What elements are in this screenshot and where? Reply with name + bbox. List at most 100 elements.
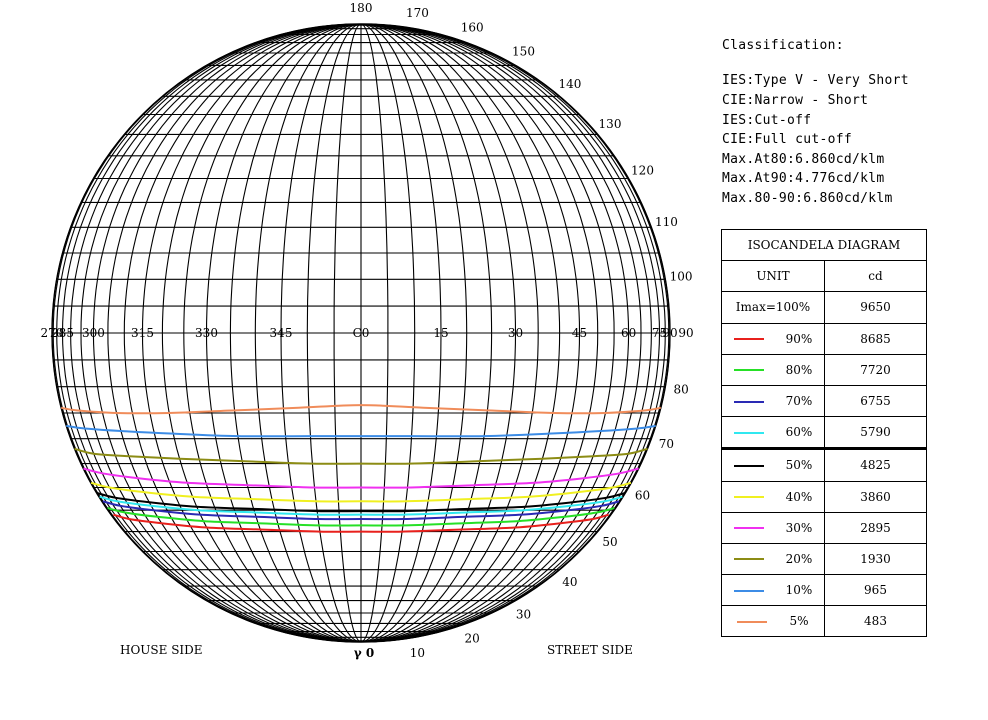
- legend-value: 5790: [824, 416, 927, 450]
- legend-swatch: [733, 464, 764, 467]
- legend-row: 60% 5790: [721, 416, 927, 450]
- gamma-tick-label: 140: [558, 77, 581, 91]
- legend-label: 70%: [785, 394, 813, 409]
- gamma-tick-label: 120: [631, 164, 654, 178]
- legend-title: ISOCANDELA DIAGRAM: [721, 228, 927, 262]
- street-side-label: STREET SIDE: [547, 643, 633, 657]
- isoline-80pct: [107, 507, 615, 527]
- polar-grid: [51, 23, 671, 643]
- classification-line: CIE:Narrow - Short: [722, 93, 869, 108]
- gamma-tick-label: 60: [635, 489, 650, 503]
- legend-label: 5%: [789, 614, 809, 629]
- classification-title: Classification:: [722, 38, 844, 53]
- isoline-30pct: [83, 467, 639, 489]
- legend-label: 80%: [785, 362, 813, 377]
- gamma-tick-label: 10: [410, 646, 425, 660]
- gamma-tick-label: 70: [659, 437, 674, 451]
- legend-title-row: ISOCANDELA DIAGRAM: [721, 228, 927, 262]
- isoline-60pct: [99, 495, 623, 516]
- sphere-outline: [51, 23, 671, 643]
- gamma-tick-label: 180: [350, 1, 373, 15]
- legend-row: 10% 965: [721, 574, 927, 607]
- legend-value: 1930: [824, 542, 927, 576]
- legend-swatch: [733, 558, 764, 561]
- classification-line: Max.80-90:6.860cd/klm: [722, 191, 893, 206]
- isoline-10pct: [66, 424, 656, 438]
- legend-value: 2895: [824, 511, 927, 544]
- house-side-label: HOUSE SIDE: [120, 643, 203, 657]
- isoline-20pct: [74, 447, 648, 465]
- gamma-tick-label: 50: [602, 535, 617, 549]
- c-tick-label: C0: [353, 326, 370, 340]
- gamma-tick-label: 20: [465, 631, 480, 645]
- classification-line: IES:Type V - Very Short: [722, 73, 909, 88]
- legend-row: 40% 3860: [721, 480, 927, 513]
- legend-row: 70% 6755: [721, 384, 927, 418]
- legend-value: 965: [824, 574, 927, 607]
- legend-label: 30%: [785, 520, 813, 535]
- legend-row: 20% 1930: [721, 542, 927, 576]
- legend-row: 30% 2895: [721, 511, 927, 544]
- unit-label: UNIT: [721, 260, 825, 293]
- c-tick-label: 300: [82, 326, 105, 340]
- legend-value: 3860: [824, 480, 927, 513]
- gamma-zero-label: γ 0: [354, 646, 374, 660]
- isocandela-legend: ISOCANDELA DIAGRAM UNIT cd Imax=100% 965…: [721, 228, 927, 638]
- legend-swatch: [733, 589, 764, 592]
- isoline-5pct: [61, 404, 661, 415]
- c-tick-label: 30: [508, 326, 523, 340]
- c-tick-label: 285: [51, 326, 74, 340]
- imax-value: 9650: [824, 291, 927, 324]
- legend-label: 50%: [785, 458, 813, 473]
- gamma-tick-label: 90: [678, 326, 693, 340]
- classification-line: CIE:Full cut-off: [722, 132, 853, 147]
- isoline-90pct: [113, 513, 609, 533]
- classification-line: Max.At90:4.776cd/klm: [722, 171, 885, 186]
- classification-line: IES:Cut-off: [722, 113, 812, 128]
- gamma-tick-label: 150: [512, 45, 535, 59]
- c-tick-label: 345: [270, 326, 293, 340]
- gamma-tick-label: 110: [655, 215, 678, 229]
- gamma-tick-label: 30: [516, 608, 531, 622]
- gamma-tick-label: 80: [673, 382, 688, 396]
- legend-swatch: [737, 620, 768, 623]
- c-tick-label: 315: [131, 326, 154, 340]
- c-tick-label: 45: [572, 326, 587, 340]
- isoline-50pct: [97, 492, 625, 513]
- legend-label: 60%: [785, 425, 813, 440]
- legend-row: 5% 483: [721, 605, 927, 638]
- isoline-40pct: [90, 481, 632, 503]
- legend-row: 80% 7720: [721, 353, 927, 386]
- legend-swatch: [733, 369, 764, 372]
- legend-label: 40%: [785, 489, 813, 504]
- c-tick-label: 330: [195, 326, 218, 340]
- legend-swatch: [733, 496, 764, 499]
- classification-line: Max.At80:6.860cd/klm: [722, 152, 885, 167]
- legend-label: 90%: [785, 331, 813, 346]
- c-tick-label: 90: [662, 326, 677, 340]
- imax-label: Imax=100%: [721, 291, 825, 324]
- isolines: [61, 404, 661, 533]
- legend-label: 20%: [785, 551, 813, 566]
- legend-label: 10%: [785, 583, 813, 598]
- legend-swatch: [733, 431, 764, 434]
- legend-row: 50% 4825: [721, 447, 927, 482]
- legend-value: 4825: [824, 447, 927, 482]
- legend-value: 8685: [824, 322, 927, 355]
- legend-swatch: [733, 338, 764, 341]
- gamma-tick-label: 160: [461, 21, 484, 35]
- c-tick-label: 270: [41, 326, 64, 340]
- legend-swatch: [733, 527, 764, 530]
- isoline-70pct: [102, 500, 620, 521]
- legend-value: 483: [824, 605, 927, 638]
- legend-unit-row: UNIT cd: [721, 260, 927, 293]
- c-tick-label: 60: [621, 326, 636, 340]
- legend-row: 90% 8685: [721, 322, 927, 355]
- gamma-tick-label: 170: [406, 6, 429, 20]
- gamma-tick-label: 100: [670, 270, 693, 284]
- gamma-tick-label: 130: [599, 117, 622, 131]
- c-tick-label: 75: [652, 326, 667, 340]
- legend-value: 7720: [824, 353, 927, 386]
